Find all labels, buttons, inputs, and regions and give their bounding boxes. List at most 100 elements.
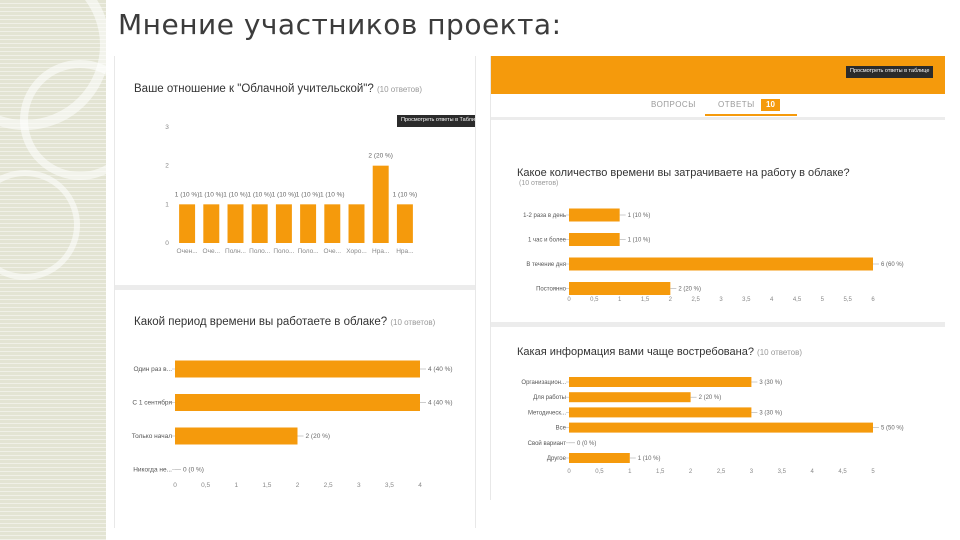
bar [569, 407, 752, 418]
x-tick-label: 0,5 [595, 469, 604, 475]
x-tick-label: Полн... [225, 248, 246, 255]
x-tick-label: Хоро... [346, 248, 367, 255]
view-in-table-button[interactable]: Просмотреть ответы в Таблицах [397, 115, 475, 127]
panel-separator [491, 322, 945, 327]
attitude-bar-chart: 0 1 2 3 1 (10 %) Очен... 1 (10 %) Оче... 1 (10 %… [165, 124, 418, 255]
x-tick-label: 1 [618, 297, 622, 303]
x-tick-label: 1,5 [656, 469, 665, 475]
bar-value-label: 1 (10 %) [223, 191, 248, 198]
response-count: (10 ответов) [519, 180, 559, 187]
question-title-text: Какой период времени вы работаете в обла… [134, 316, 388, 328]
view-in-table-button[interactable]: Просмотреть ответы в таблице [846, 66, 934, 78]
y-tick-label: 2 [165, 163, 169, 170]
x-tick-label: 1 [234, 482, 238, 489]
panel-separator [115, 285, 475, 290]
category-label: Только начал [132, 433, 173, 440]
bar [569, 422, 873, 433]
bar [179, 204, 196, 243]
category-label: Для работы [533, 395, 566, 401]
question-title-time: Какое количество времени вы затрачиваете… [517, 167, 850, 179]
x-tick-label: 5 [821, 297, 825, 303]
x-tick-label: 1 [628, 469, 632, 475]
right-survey-panel: Просмотреть ответы в таблице ВОПРОСЫ ОТВ… [490, 56, 945, 500]
x-tick-label: 3 [357, 482, 361, 489]
x-tick-label: Оче... [203, 248, 221, 255]
x-tick-label: 1,5 [262, 482, 271, 489]
x-tick-label: 6 [871, 297, 875, 303]
question-title-info: Какая информация вами чаще востребована?… [517, 346, 802, 358]
x-tick-label: Нра... [372, 248, 390, 255]
bar [324, 204, 341, 243]
bar [569, 282, 671, 295]
x-tick-label: 5,5 [843, 297, 852, 303]
decorative-ring [0, 170, 80, 280]
bar [203, 204, 220, 243]
x-tick-label: 4,5 [838, 469, 847, 475]
category-label: Никогда не... [133, 467, 172, 474]
x-tick-label: Поло... [249, 248, 270, 255]
active-tab-underline [705, 114, 797, 116]
x-tick-label: 3,5 [742, 297, 751, 303]
category-label: Один раз в... [133, 366, 172, 373]
response-count: (10 ответов) [377, 85, 423, 94]
bar [348, 204, 365, 243]
bar [175, 394, 420, 411]
x-tick-label: 4 [811, 469, 815, 475]
bar [396, 204, 413, 243]
bar-value-label: 2 (20 %) [306, 433, 331, 440]
x-tick-label: 2,5 [324, 482, 333, 489]
x-tick-label: Нра... [396, 248, 414, 255]
x-tick-label: 4 [418, 482, 422, 489]
bar [251, 204, 268, 243]
bar [569, 392, 691, 403]
bar [569, 208, 620, 222]
bar-value-label: 4 (40 %) [428, 366, 453, 373]
right-bar-charts: 1-2 раза в день 1 (10 %) 1 час и более 1 (1… [521, 208, 904, 475]
bar [569, 453, 630, 463]
decorative-ring [20, 60, 106, 180]
category-label: С 1 сентября [132, 399, 172, 407]
bar-value-label: 3 (30 %) [759, 410, 782, 416]
bar [372, 165, 389, 243]
bar-value-label: 1 (10 %) [638, 456, 661, 462]
category-label: В течение дня [526, 262, 566, 268]
category-label: Постоянно [536, 287, 567, 293]
x-tick-label: 0,5 [590, 297, 599, 303]
x-tick-label: 0 [567, 469, 571, 475]
x-tick-label: Очен... [177, 248, 198, 255]
bar [569, 377, 752, 387]
x-tick-label: 3,5 [778, 469, 787, 475]
response-count: (10 ответов) [757, 348, 803, 357]
period-bar-chart: Один раз в... 4 (40 %) С 1 сентября 4 (40 %… [132, 360, 453, 489]
bar-value-label: 2 (20 %) [699, 395, 722, 401]
x-tick-label: 4 [770, 297, 774, 303]
bar-value-label: 1 (10 %) [272, 191, 297, 198]
x-tick-label: 2 [296, 482, 300, 489]
decorative-side-strip [0, 0, 106, 540]
bar-value-label: 1 (10 %) [320, 191, 345, 198]
category-label: Свой вариант [528, 440, 567, 447]
category-label: 1 час и более [528, 238, 567, 244]
tab-answers[interactable]: ОТВЕТЫ [718, 100, 755, 109]
bar-value-label: 0 (0 %) [183, 467, 204, 474]
response-count: (10 ответов) [390, 318, 436, 327]
x-tick-label: 0 [567, 297, 571, 303]
bar-value-label: 1 (10 %) [628, 213, 651, 219]
x-tick-label: 3 [750, 469, 754, 475]
bar-value-label: 3 (30 %) [759, 380, 782, 386]
bar [175, 360, 420, 378]
y-tick-label: 3 [165, 124, 169, 131]
bar [300, 204, 317, 243]
x-tick-label: 2,5 [691, 297, 700, 303]
x-tick-label: 5 [871, 469, 875, 475]
category-label: Другое [547, 456, 567, 462]
x-tick-label: 0 [173, 482, 177, 489]
slide-title: Мнение участников проекта: [118, 8, 562, 41]
x-tick-label: Поло... [298, 248, 319, 255]
x-tick-label: 1,5 [641, 297, 650, 303]
tab-questions[interactable]: ВОПРОСЫ [651, 100, 696, 109]
question-title-period: Какой период времени вы работаете в обла… [134, 316, 435, 328]
x-tick-label: Поло... [273, 248, 294, 255]
bar-value-label: 1 (10 %) [393, 191, 418, 198]
question-title-text: Какая информация вами чаще востребована? [517, 346, 754, 358]
